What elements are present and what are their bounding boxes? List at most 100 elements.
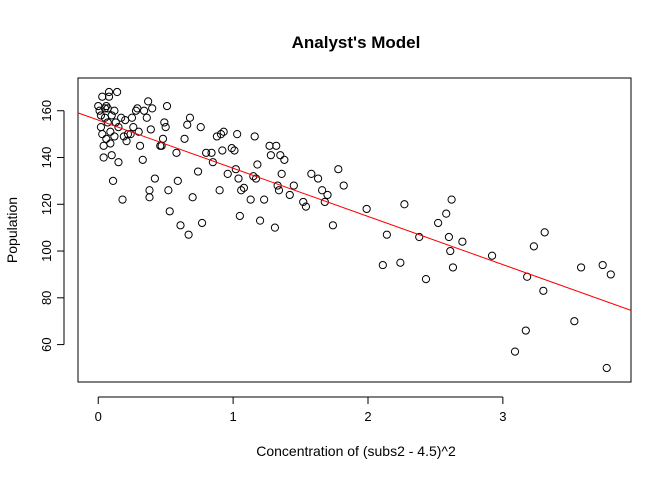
data-point bbox=[96, 123, 106, 132]
data-point bbox=[249, 172, 258, 181]
data-point bbox=[173, 176, 182, 185]
data-point bbox=[218, 146, 227, 155]
y-tick-label: 120 bbox=[39, 193, 54, 215]
data-point bbox=[382, 230, 391, 239]
data-point bbox=[396, 258, 405, 267]
data-point bbox=[102, 134, 111, 143]
data-point bbox=[135, 141, 145, 150]
data-point bbox=[114, 158, 123, 167]
data-point bbox=[529, 242, 538, 251]
y-tick-label: 160 bbox=[39, 100, 54, 122]
data-point bbox=[165, 207, 174, 216]
data-point bbox=[230, 146, 239, 155]
data-point bbox=[576, 263, 586, 272]
data-point bbox=[446, 246, 455, 256]
fit-line-group bbox=[77, 112, 632, 311]
data-point bbox=[378, 260, 387, 270]
data-point bbox=[318, 186, 327, 195]
data-point bbox=[104, 92, 114, 101]
data-point bbox=[139, 106, 149, 115]
data-point bbox=[148, 104, 157, 113]
data-point bbox=[510, 347, 520, 356]
data-point bbox=[150, 174, 159, 183]
data-point bbox=[313, 174, 323, 183]
data-point bbox=[114, 123, 123, 132]
data-point bbox=[272, 141, 281, 150]
data-point bbox=[107, 111, 116, 120]
data-point bbox=[276, 151, 285, 160]
data-point bbox=[96, 111, 106, 120]
data-point bbox=[280, 155, 289, 164]
data-point bbox=[235, 211, 244, 221]
data-point bbox=[227, 144, 236, 153]
data-point bbox=[113, 87, 122, 97]
data-point bbox=[307, 169, 316, 178]
data-point bbox=[161, 123, 170, 132]
data-point bbox=[521, 326, 530, 335]
x-axis: 0 1 2 3 bbox=[95, 396, 506, 424]
data-point bbox=[539, 286, 548, 295]
data-point bbox=[570, 317, 579, 326]
data-point bbox=[255, 216, 265, 225]
y-tick-label: 140 bbox=[39, 147, 54, 169]
x-axis-label: Concentration of (subs2 - 4.5)^2 bbox=[256, 443, 456, 459]
data-point bbox=[251, 174, 261, 183]
data-point bbox=[442, 209, 451, 218]
data-point bbox=[339, 181, 348, 190]
chart-title: Analyst's Model bbox=[292, 33, 421, 52]
data-point bbox=[289, 181, 298, 190]
data-point bbox=[102, 101, 111, 111]
data-point bbox=[215, 186, 224, 195]
data-point bbox=[448, 263, 458, 272]
data-point bbox=[185, 113, 195, 122]
data-point bbox=[129, 123, 138, 132]
data-point bbox=[134, 127, 143, 136]
data-point bbox=[162, 101, 172, 111]
data-point bbox=[184, 230, 193, 239]
data-point bbox=[108, 176, 118, 185]
data-point bbox=[212, 132, 222, 141]
data-point bbox=[487, 251, 497, 260]
data-point bbox=[260, 195, 269, 204]
plot-frame bbox=[77, 77, 632, 383]
data-point bbox=[540, 228, 549, 237]
data-point bbox=[104, 87, 114, 97]
data-point bbox=[253, 160, 262, 169]
data-point bbox=[131, 106, 141, 115]
data-point bbox=[421, 275, 431, 284]
data-point bbox=[223, 169, 232, 178]
data-point bbox=[415, 232, 424, 242]
data-point bbox=[110, 132, 119, 141]
data-point bbox=[234, 174, 243, 183]
x-tick-label: 3 bbox=[499, 409, 506, 424]
data-point bbox=[95, 106, 104, 115]
y-tick-label: 80 bbox=[39, 291, 54, 305]
y-axis-label: Population bbox=[4, 197, 20, 263]
data-point bbox=[328, 221, 338, 230]
data-point bbox=[270, 223, 280, 232]
data-points bbox=[94, 87, 615, 373]
data-point bbox=[144, 97, 153, 106]
data-point bbox=[202, 148, 211, 157]
y-axis: 60 80 100 120 140 160 bbox=[39, 100, 65, 352]
data-point bbox=[602, 363, 611, 373]
data-point bbox=[142, 113, 151, 122]
data-point bbox=[99, 153, 108, 162]
data-point bbox=[180, 134, 189, 143]
data-point bbox=[266, 151, 275, 160]
data-point bbox=[145, 186, 154, 195]
data-point bbox=[334, 165, 343, 174]
data-point bbox=[237, 186, 246, 195]
data-point bbox=[274, 186, 284, 195]
data-point bbox=[231, 165, 240, 174]
data-point bbox=[158, 134, 168, 143]
data-point bbox=[127, 113, 137, 122]
data-point bbox=[160, 118, 169, 127]
data-point bbox=[250, 132, 259, 141]
data-point bbox=[126, 130, 135, 139]
data-point bbox=[118, 195, 127, 204]
data-point bbox=[434, 218, 443, 228]
data-point bbox=[110, 106, 119, 115]
data-point bbox=[106, 139, 115, 148]
